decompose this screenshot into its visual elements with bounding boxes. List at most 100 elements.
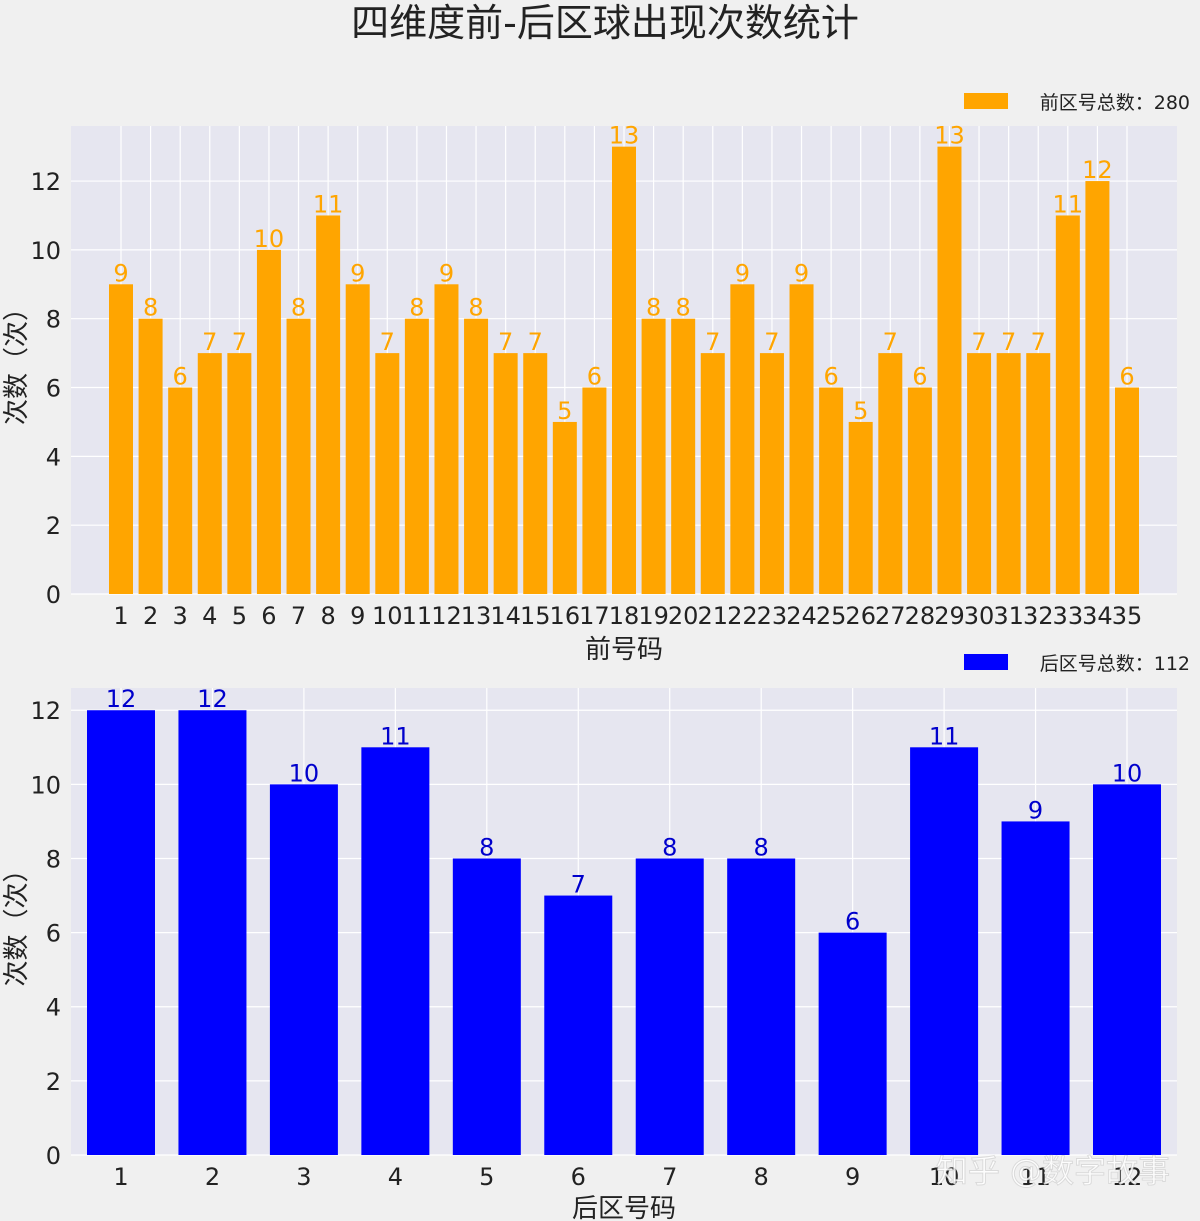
x-tick-label: 11 xyxy=(402,602,433,630)
x-tick-label: 4 xyxy=(388,1163,403,1191)
y-tick-label: 12 xyxy=(30,697,61,725)
bar-5 xyxy=(227,353,252,594)
x-tick-label: 35 xyxy=(1112,602,1143,630)
bar-value-label: 11 xyxy=(380,722,411,750)
x-tick-label: 12 xyxy=(431,602,462,630)
x-tick-label: 19 xyxy=(638,602,669,630)
bar-value-label: 11 xyxy=(929,722,960,750)
bar-8 xyxy=(316,215,341,594)
bar-4 xyxy=(197,353,222,594)
y-tick-label: 12 xyxy=(30,168,61,196)
x-tick-label: 9 xyxy=(845,1163,860,1191)
figure-title: 四维度前-后区球出现次数统计 xyxy=(351,1,859,45)
x-tick-label: 7 xyxy=(662,1163,677,1191)
bar-4 xyxy=(361,747,430,1155)
bar-value-label: 8 xyxy=(676,294,691,322)
bar-value-label: 7 xyxy=(232,328,247,356)
front-area-chart: 0246810129182637475106871189971081191281… xyxy=(2,92,1190,665)
legend-label: 后区号总数：112 xyxy=(1040,653,1190,675)
x-tick-label: 8 xyxy=(320,602,335,630)
bar-value-label: 9 xyxy=(1028,796,1043,824)
x-tick-label: 30 xyxy=(964,602,995,630)
y-tick-label: 2 xyxy=(46,512,61,540)
y-tick-label: 8 xyxy=(46,845,61,873)
x-tick-label: 13 xyxy=(461,602,492,630)
bar-7 xyxy=(635,858,704,1155)
bar-value-label: 13 xyxy=(934,122,965,150)
x-tick-label: 7 xyxy=(291,602,306,630)
x-tick-label: 2 xyxy=(205,1163,220,1191)
bar-9 xyxy=(818,932,887,1155)
bar-value-label: 7 xyxy=(1001,328,1016,356)
bar-value-label: 9 xyxy=(439,259,454,287)
x-tick-label: 1 xyxy=(113,1163,128,1191)
x-tick-label: 24 xyxy=(786,602,817,630)
bar-20 xyxy=(671,318,696,594)
bar-value-label: 10 xyxy=(1112,759,1143,787)
x-tick-label: 20 xyxy=(668,602,699,630)
x-tick-label: 11 xyxy=(1020,1163,1051,1191)
bar-24 xyxy=(789,284,814,594)
bar-14 xyxy=(493,353,518,594)
y-tick-label: 4 xyxy=(46,994,61,1022)
legend-swatch xyxy=(964,93,1008,109)
bar-12 xyxy=(434,284,459,594)
bar-value-label: 7 xyxy=(1031,328,1046,356)
x-tick-label: 10 xyxy=(372,602,403,630)
bar-7 xyxy=(286,318,311,594)
x-tick-label: 14 xyxy=(490,602,521,630)
bar-15 xyxy=(523,353,548,594)
bar-value-label: 13 xyxy=(609,122,640,150)
bar-32 xyxy=(1026,353,1051,594)
bar-value-label: 7 xyxy=(705,328,720,356)
x-tick-label: 17 xyxy=(579,602,610,630)
y-tick-label: 8 xyxy=(46,306,61,334)
x-tick-label: 3 xyxy=(296,1163,311,1191)
bar-value-label: 11 xyxy=(313,190,344,218)
x-tick-label: 8 xyxy=(754,1163,769,1191)
bar-1 xyxy=(109,284,133,594)
bar-value-label: 9 xyxy=(350,259,365,287)
bar-value-label: 12 xyxy=(197,685,228,713)
x-tick-label: 34 xyxy=(1082,602,1113,630)
x-tick-label: 21 xyxy=(697,602,728,630)
bar-value-label: 5 xyxy=(853,397,868,425)
bar-value-label: 7 xyxy=(498,328,513,356)
y-tick-label: 0 xyxy=(46,1142,61,1170)
bar-34 xyxy=(1085,181,1110,594)
x-tick-label: 9 xyxy=(350,602,365,630)
bar-2 xyxy=(178,710,247,1155)
bar-value-label: 7 xyxy=(764,328,779,356)
bar-5 xyxy=(452,858,521,1155)
x-tick-label: 27 xyxy=(875,602,906,630)
bar-value-label: 9 xyxy=(735,259,750,287)
x-tick-label: 5 xyxy=(479,1163,494,1191)
back-area-chart: 0 2 4 6 8 10 12 12 1 12 2 10 3 11 4 8 5 7 6 8 7 8 8 6 9 11 10 9 11 10… xyxy=(2,653,1190,1221)
y-tick-label: 0 xyxy=(46,581,61,609)
bar-value-label: 11 xyxy=(1053,190,1084,218)
bar-13 xyxy=(464,318,489,594)
bar-value-label: 8 xyxy=(143,294,158,322)
legend-label: 前区号总数：280 xyxy=(1040,92,1190,114)
bar-25 xyxy=(819,387,844,594)
bar-17 xyxy=(582,387,607,594)
x-tick-label: 1 xyxy=(113,602,128,630)
x-tick-label: 2 xyxy=(143,602,158,630)
x-tick-label: 10 xyxy=(929,1163,960,1191)
bar-28 xyxy=(907,387,932,594)
bar-value-label: 9 xyxy=(794,259,809,287)
x-tick-label: 4 xyxy=(202,602,217,630)
bar-value-label: 6 xyxy=(173,363,188,391)
x-tick-label: 33 xyxy=(1053,602,1084,630)
x-tick-label: 28 xyxy=(905,602,936,630)
x-tick-label: 18 xyxy=(609,602,640,630)
bar-29 xyxy=(937,146,962,594)
x-tick-label: 32 xyxy=(1023,602,1054,630)
x-tick-label: 31 xyxy=(993,602,1024,630)
bar-8 xyxy=(727,858,796,1155)
bar-19 xyxy=(641,318,666,594)
x-axis-label: 后区号码 xyxy=(572,1194,676,1221)
bar-30 xyxy=(967,353,992,594)
bar-value-label: 8 xyxy=(468,294,483,322)
bar-value-label: 12 xyxy=(106,685,137,713)
